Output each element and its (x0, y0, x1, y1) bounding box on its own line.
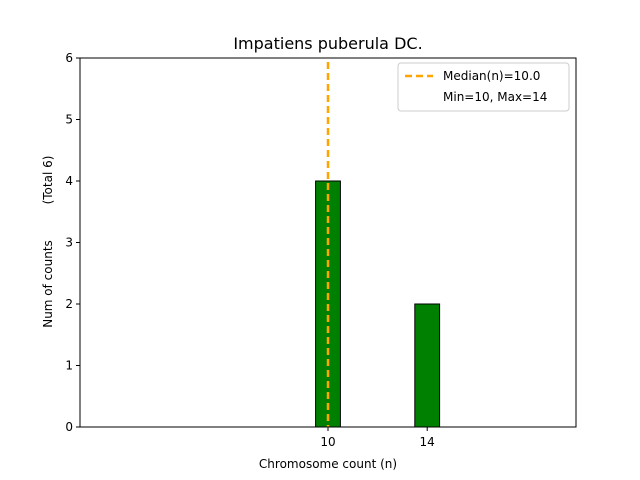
legend: Median(n)=10.0 Min=10, Max=14 (397, 62, 570, 112)
x-axis-label: Chromosome count (n) (259, 457, 397, 471)
y-tick-label: 3 (65, 236, 73, 250)
y-tick-label: 2 (65, 297, 73, 311)
x-tick-label: 14 (420, 435, 435, 449)
y-axis: 0 1 2 3 4 5 6 (65, 51, 80, 434)
y-tick-label: 0 (65, 420, 73, 434)
legend-median-label: Median(n)=10.0 (443, 69, 540, 83)
y-tick-label: 6 (65, 51, 73, 65)
plot-frame (79, 57, 577, 428)
plot-area (80, 62, 514, 428)
x-tick-label: 10 (320, 435, 335, 449)
legend-frame (397, 62, 570, 112)
y-tick-label: 4 (65, 174, 73, 188)
bar-14 (414, 303, 441, 428)
chart-title: Impatiens puberula DC. (233, 34, 422, 53)
y-axis-total-label: (Total 6) (41, 156, 55, 205)
x-axis: 10 14 (320, 427, 435, 449)
legend-minmax-label: Min=10, Max=14 (443, 90, 547, 104)
y-tick-label: 1 (65, 359, 73, 373)
y-tick-label: 5 (65, 113, 73, 127)
y-axis-label: Num of counts (41, 240, 55, 328)
